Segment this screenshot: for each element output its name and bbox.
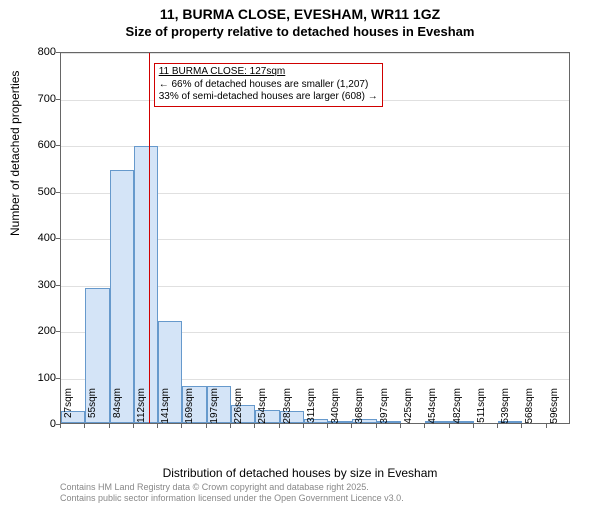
- y-tick-label: 700: [16, 93, 56, 105]
- chart-title-main: 11, BURMA CLOSE, EVESHAM, WR11 1GZ: [0, 6, 600, 22]
- y-tick-mark: [56, 378, 60, 379]
- y-tick-label: 400: [16, 232, 56, 244]
- x-tick-mark: [473, 424, 474, 428]
- y-tick-mark: [56, 331, 60, 332]
- annotation-line3: 33% of semi-detached houses are larger (…: [159, 91, 378, 104]
- x-tick-label: 454sqm: [427, 388, 438, 428]
- x-tick-mark: [254, 424, 255, 428]
- y-tick-label: 200: [16, 325, 56, 337]
- annotation-box: 11 BURMA CLOSE: 127sqm← 66% of detached …: [154, 63, 383, 107]
- x-tick-label: 254sqm: [257, 388, 268, 428]
- y-tick-label: 800: [16, 46, 56, 58]
- chart-title-sub: Size of property relative to detached ho…: [0, 24, 600, 39]
- x-tick-label: 568sqm: [524, 388, 535, 428]
- plot-area: 11 BURMA CLOSE: 127sqm← 66% of detached …: [60, 52, 570, 424]
- x-axis-label: Distribution of detached houses by size …: [0, 466, 600, 480]
- histogram-bar: [110, 170, 134, 423]
- x-tick-mark: [84, 424, 85, 428]
- y-tick-mark: [56, 192, 60, 193]
- x-tick-mark: [351, 424, 352, 428]
- x-tick-mark: [449, 424, 450, 428]
- annotation-line2: ← 66% of detached houses are smaller (1,…: [159, 79, 378, 92]
- x-tick-mark: [230, 424, 231, 428]
- x-tick-mark: [521, 424, 522, 428]
- x-tick-label: 283sqm: [282, 388, 293, 428]
- y-tick-label: 100: [16, 372, 56, 384]
- footer-line1: Contains HM Land Registry data © Crown c…: [60, 482, 404, 492]
- y-tick-mark: [56, 99, 60, 100]
- x-tick-label: 340sqm: [330, 388, 341, 428]
- x-tick-label: 169sqm: [184, 388, 195, 428]
- x-tick-label: 596sqm: [549, 388, 560, 428]
- x-tick-label: 311sqm: [306, 388, 317, 428]
- x-tick-mark: [400, 424, 401, 428]
- x-tick-label: 368sqm: [354, 388, 365, 428]
- x-tick-mark: [109, 424, 110, 428]
- x-tick-mark: [327, 424, 328, 428]
- footer-line2: Contains public sector information licen…: [60, 493, 404, 503]
- x-tick-mark: [60, 424, 61, 428]
- x-tick-label: 141sqm: [160, 388, 171, 428]
- x-tick-mark: [376, 424, 377, 428]
- x-tick-label: 197sqm: [209, 388, 220, 428]
- x-tick-mark: [303, 424, 304, 428]
- x-tick-label: 425sqm: [403, 388, 414, 428]
- annotation-line1: 11 BURMA CLOSE: 127sqm: [159, 66, 378, 79]
- y-tick-mark: [56, 238, 60, 239]
- marker-line: [149, 53, 151, 423]
- x-tick-label: 112sqm: [136, 388, 147, 428]
- y-tick-mark: [56, 52, 60, 53]
- y-tick-mark: [56, 145, 60, 146]
- histogram-bar: [134, 146, 158, 423]
- x-tick-mark: [424, 424, 425, 428]
- x-tick-mark: [279, 424, 280, 428]
- x-tick-label: 539sqm: [500, 388, 511, 428]
- x-tick-mark: [546, 424, 547, 428]
- x-tick-label: 84sqm: [112, 388, 123, 428]
- grid-line: [61, 53, 569, 54]
- x-tick-label: 511sqm: [476, 388, 487, 428]
- x-tick-mark: [157, 424, 158, 428]
- y-tick-label: 300: [16, 279, 56, 291]
- x-tick-label: 482sqm: [452, 388, 463, 428]
- y-tick-label: 600: [16, 139, 56, 151]
- x-tick-label: 397sqm: [379, 388, 390, 428]
- y-tick-mark: [56, 285, 60, 286]
- x-tick-mark: [181, 424, 182, 428]
- x-tick-label: 27sqm: [63, 388, 74, 428]
- x-tick-mark: [206, 424, 207, 428]
- y-tick-label: 500: [16, 186, 56, 198]
- x-tick-label: 55sqm: [87, 388, 98, 428]
- x-tick-mark: [133, 424, 134, 428]
- y-tick-label: 0: [16, 418, 56, 430]
- x-tick-mark: [497, 424, 498, 428]
- x-tick-label: 226sqm: [233, 388, 244, 428]
